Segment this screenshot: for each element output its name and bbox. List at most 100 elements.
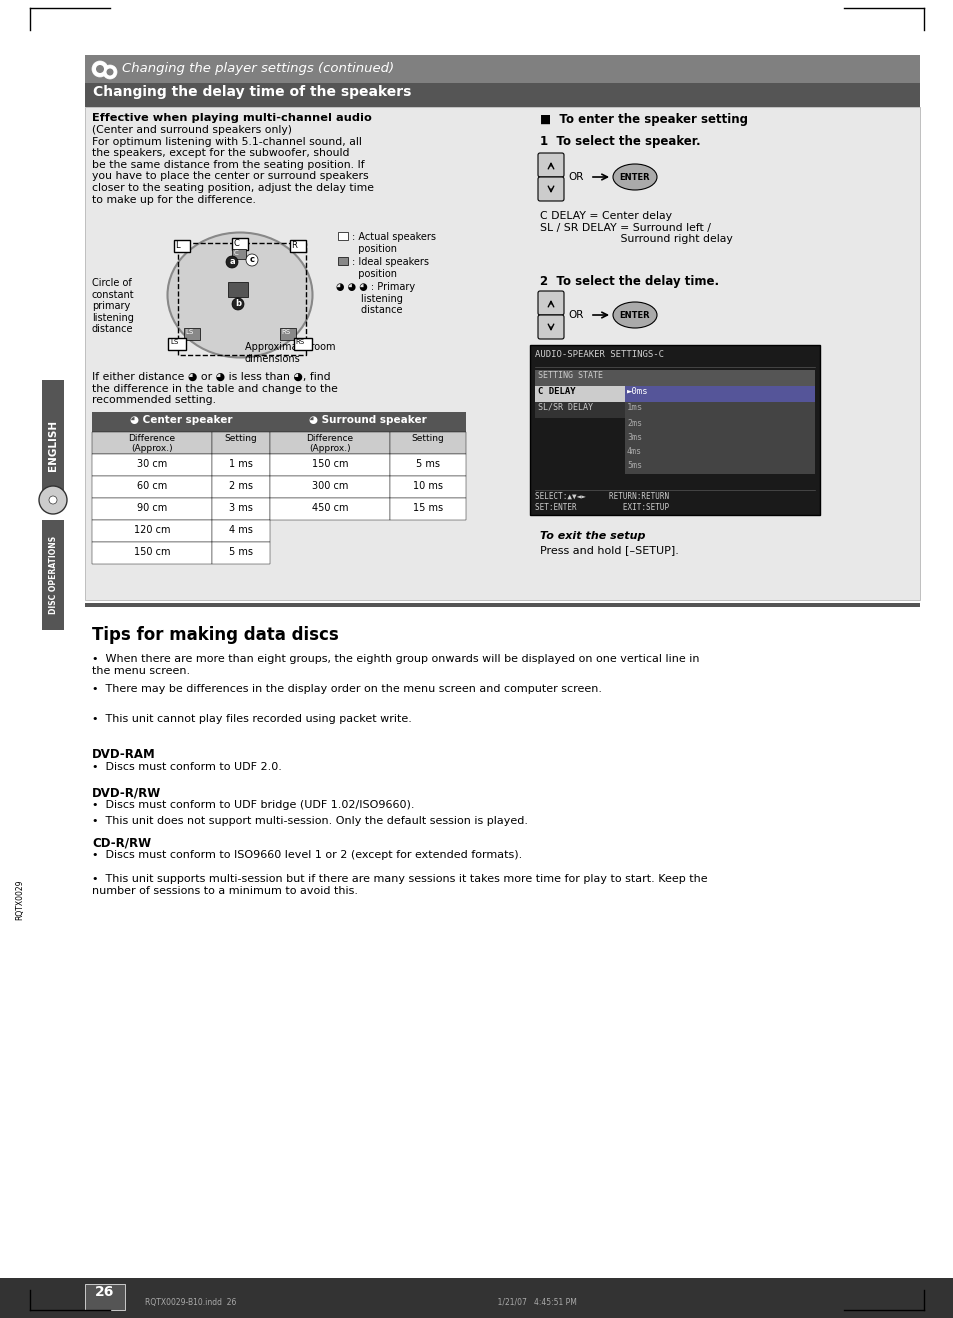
Text: RS: RS bbox=[294, 339, 304, 345]
Bar bbox=[212, 542, 270, 564]
Text: SL/SR DELAY: SL/SR DELAY bbox=[537, 403, 593, 413]
Bar bbox=[535, 370, 814, 386]
FancyBboxPatch shape bbox=[537, 153, 563, 177]
Circle shape bbox=[49, 496, 57, 503]
Text: 3ms: 3ms bbox=[626, 434, 641, 442]
Text: ◕ Surround speaker: ◕ Surround speaker bbox=[309, 415, 426, 424]
Bar bbox=[624, 386, 814, 402]
Bar bbox=[232, 249, 246, 260]
Text: RQTX0029: RQTX0029 bbox=[15, 879, 25, 920]
Text: Effective when playing multi-channel audio: Effective when playing multi-channel aud… bbox=[91, 113, 372, 123]
Text: 1 ms: 1 ms bbox=[229, 459, 253, 469]
Bar bbox=[624, 460, 814, 474]
Bar bbox=[390, 476, 465, 498]
Ellipse shape bbox=[613, 302, 657, 328]
Text: C: C bbox=[233, 239, 239, 248]
Bar bbox=[337, 257, 348, 265]
Text: ◕ Center speaker: ◕ Center speaker bbox=[130, 415, 232, 424]
Text: •  Discs must conform to UDF bridge (UDF 1.02/ISO9660).: • Discs must conform to UDF bridge (UDF … bbox=[91, 800, 414, 811]
Bar bbox=[85, 1284, 125, 1310]
Bar bbox=[85, 83, 919, 107]
Bar bbox=[91, 542, 212, 564]
Text: 5 ms: 5 ms bbox=[229, 547, 253, 558]
Circle shape bbox=[226, 256, 237, 268]
Bar bbox=[85, 55, 919, 83]
Bar bbox=[85, 604, 919, 608]
Text: 4 ms: 4 ms bbox=[229, 525, 253, 535]
Circle shape bbox=[246, 254, 257, 266]
Bar bbox=[91, 432, 212, 453]
Text: SELECT:▲▼◄►     RETURN:RETURN: SELECT:▲▼◄► RETURN:RETURN bbox=[535, 492, 668, 501]
Text: Changing the delay time of the speakers: Changing the delay time of the speakers bbox=[92, 84, 411, 99]
Bar bbox=[91, 498, 212, 521]
Text: •  This unit cannot play files recorded using packet write.: • This unit cannot play files recorded u… bbox=[91, 714, 412, 724]
Text: •  There may be differences in the display order on the menu screen and computer: • There may be differences in the displa… bbox=[91, 684, 601, 695]
Text: R: R bbox=[291, 241, 296, 250]
Text: SET:ENTER          EXIT:SETUP: SET:ENTER EXIT:SETUP bbox=[535, 503, 668, 511]
Bar bbox=[42, 380, 64, 510]
Text: 4ms: 4ms bbox=[626, 447, 641, 456]
Bar bbox=[535, 386, 624, 402]
Bar bbox=[390, 453, 465, 476]
Text: 5ms: 5ms bbox=[626, 461, 641, 471]
Text: 90 cm: 90 cm bbox=[136, 503, 167, 513]
Text: 10 ms: 10 ms bbox=[413, 481, 442, 492]
Bar bbox=[337, 232, 348, 240]
Text: RQTX0029-B10.indd  26                                                           : RQTX0029-B10.indd 26 bbox=[145, 1298, 577, 1307]
Bar bbox=[390, 498, 465, 521]
Text: C DELAY: C DELAY bbox=[537, 387, 575, 395]
Bar bbox=[624, 418, 814, 432]
Bar bbox=[168, 337, 186, 351]
Bar bbox=[212, 521, 270, 542]
Bar bbox=[85, 107, 919, 600]
Circle shape bbox=[232, 298, 244, 310]
Bar bbox=[270, 453, 390, 476]
Bar bbox=[280, 328, 295, 340]
Text: 450 cm: 450 cm bbox=[312, 503, 348, 513]
Text: ENGLISH: ENGLISH bbox=[48, 419, 58, 471]
Bar bbox=[228, 282, 248, 297]
Bar bbox=[184, 328, 200, 340]
Text: SETTING STATE: SETTING STATE bbox=[537, 370, 602, 380]
Text: Difference
(Approx.): Difference (Approx.) bbox=[306, 434, 354, 453]
Text: 60 cm: 60 cm bbox=[136, 481, 167, 492]
Text: 5 ms: 5 ms bbox=[416, 459, 439, 469]
Text: LS: LS bbox=[170, 339, 178, 345]
Ellipse shape bbox=[613, 163, 657, 190]
Text: 120 cm: 120 cm bbox=[133, 525, 170, 535]
Text: 300 cm: 300 cm bbox=[312, 481, 348, 492]
Text: •  Discs must conform to ISO9660 level 1 or 2 (except for extended formats).: • Discs must conform to ISO9660 level 1 … bbox=[91, 850, 521, 861]
Text: DISC OPERATIONS: DISC OPERATIONS bbox=[49, 536, 57, 614]
Bar bbox=[535, 402, 624, 418]
Text: : Actual speakers
  position: : Actual speakers position bbox=[352, 232, 436, 253]
Text: C: C bbox=[233, 250, 238, 256]
Text: DVD-RAM: DVD-RAM bbox=[91, 749, 155, 760]
Circle shape bbox=[107, 69, 113, 75]
FancyBboxPatch shape bbox=[537, 177, 563, 202]
Bar bbox=[91, 476, 212, 498]
Text: If either distance ◕ or ◕ is less than ◕, find
the difference in the table and c: If either distance ◕ or ◕ is less than ◕… bbox=[91, 372, 337, 405]
Bar bbox=[390, 432, 465, 453]
Text: CD-R/RW: CD-R/RW bbox=[91, 836, 151, 849]
Text: OR: OR bbox=[567, 310, 583, 320]
Bar bbox=[91, 453, 212, 476]
Text: (Center and surround speakers only)
For optimum listening with 5.1-channel sound: (Center and surround speakers only) For … bbox=[91, 125, 374, 204]
Bar bbox=[624, 445, 814, 460]
Circle shape bbox=[39, 486, 67, 514]
Bar bbox=[232, 239, 248, 250]
Text: •  Discs must conform to UDF 2.0.: • Discs must conform to UDF 2.0. bbox=[91, 762, 281, 772]
Bar bbox=[212, 432, 270, 453]
Bar bbox=[212, 453, 270, 476]
Text: 30 cm: 30 cm bbox=[136, 459, 167, 469]
Text: b: b bbox=[234, 299, 241, 308]
Text: 2ms: 2ms bbox=[626, 419, 641, 428]
Bar bbox=[290, 240, 306, 252]
Bar bbox=[91, 521, 212, 542]
Text: C DELAY = Center delay
SL / SR DELAY = Surround left /
                       Su: C DELAY = Center delay SL / SR DELAY = S… bbox=[539, 211, 732, 244]
Text: Circle of
constant
primary
listening
distance: Circle of constant primary listening dis… bbox=[91, 278, 134, 335]
Bar bbox=[270, 476, 390, 498]
FancyBboxPatch shape bbox=[537, 291, 563, 315]
Circle shape bbox=[91, 61, 108, 76]
Bar bbox=[294, 337, 312, 351]
Text: 15 ms: 15 ms bbox=[413, 503, 442, 513]
